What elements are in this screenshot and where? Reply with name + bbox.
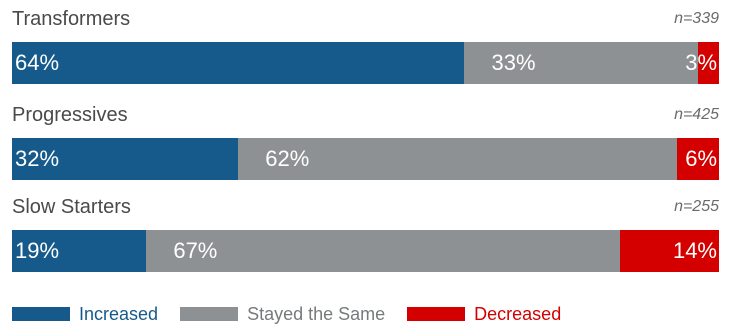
sample-size-slow-starters: n=255 <box>674 198 719 215</box>
bar-segment-slow-starters-decreased <box>620 230 719 272</box>
data-label-transformers-1: 33% <box>491 50 536 75</box>
data-label-slow-starters-2: 14% <box>672 238 717 263</box>
legend-item-decreased: Decreased <box>407 304 561 325</box>
bar-segment-progressives-stayed-the-same <box>238 138 677 180</box>
legend-label-decreased: Decreased <box>474 303 562 324</box>
legend-swatch-decreased <box>407 307 466 321</box>
data-label-transformers-0: 64% <box>15 50 60 75</box>
bar-segment-transformers-increased <box>12 42 465 84</box>
data-label-progressives-0: 32% <box>15 146 60 171</box>
group-label-transformers: Transformers <box>12 8 131 30</box>
legend: Increased Stayed the Same Decreased <box>12 304 583 324</box>
bar-segment-slow-starters-stayed-the-same <box>146 230 621 272</box>
legend-item-stayed-the-same: Stayed the Same <box>180 304 385 325</box>
bar-slow-starters: 19% 67% 14% <box>12 230 719 272</box>
legend-label-stayed-the-same: Stayed the Same <box>247 303 386 324</box>
bar-segment-progressives-increased <box>12 138 239 180</box>
bar-segment-slow-starters-increased <box>12 230 147 272</box>
bar-segment-transformers-stayed-the-same <box>464 42 698 84</box>
legend-label-increased: Increased <box>79 303 159 324</box>
sample-size-transformers: n=339 <box>674 10 719 27</box>
group-label-progressives: Progressives <box>12 104 128 126</box>
data-label-progressives-1: 62% <box>265 146 310 171</box>
legend-swatch-increased <box>12 307 70 321</box>
data-label-transformers-2: 3% <box>685 50 717 75</box>
bar-progressives: 32% 62% 6% <box>12 138 719 180</box>
legend-swatch-stayed-the-same <box>180 307 239 321</box>
bar-transformers: 64% 33% 3% <box>12 42 719 84</box>
group-label-slow-starters: Slow Starters <box>12 196 131 218</box>
sample-size-progressives: n=425 <box>674 106 719 123</box>
data-label-progressives-2: 6% <box>685 146 717 171</box>
data-label-slow-starters-0: 19% <box>15 238 60 263</box>
legend-item-increased: Increased <box>12 304 158 325</box>
bar-segment-transformers-decreased <box>697 42 719 84</box>
bar-segment-progressives-decreased <box>676 138 719 180</box>
data-label-slow-starters-1: 67% <box>173 238 218 263</box>
